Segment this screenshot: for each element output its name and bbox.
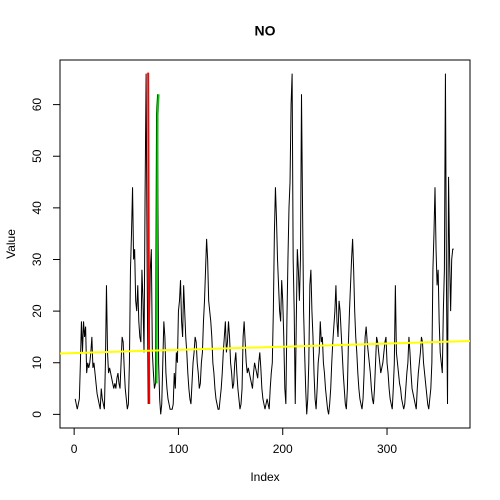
- y-tick-label: 20: [30, 304, 44, 318]
- y-tick-label: 30: [30, 252, 44, 266]
- series-line: [74, 73, 454, 415]
- x-tick-label: 200: [273, 442, 293, 456]
- x-tick-label: 0: [71, 442, 78, 456]
- y-tick-label: 60: [30, 98, 44, 112]
- series-line: [59, 340, 471, 355]
- y-tick-label: 10: [30, 356, 44, 370]
- series-line: [147, 72, 151, 405]
- y-tick-label: 50: [30, 149, 44, 163]
- x-tick-label: 300: [377, 442, 397, 456]
- chart-title: NO: [255, 23, 276, 39]
- plot-frame: [59, 59, 471, 429]
- y-axis-label: Value: [4, 229, 18, 259]
- series-line: [155, 94, 160, 384]
- y-tick-label: 0: [30, 411, 44, 418]
- x-tick-label: 100: [168, 442, 188, 456]
- y-tick-label: 40: [30, 201, 44, 215]
- x-axis-label: Index: [250, 470, 279, 484]
